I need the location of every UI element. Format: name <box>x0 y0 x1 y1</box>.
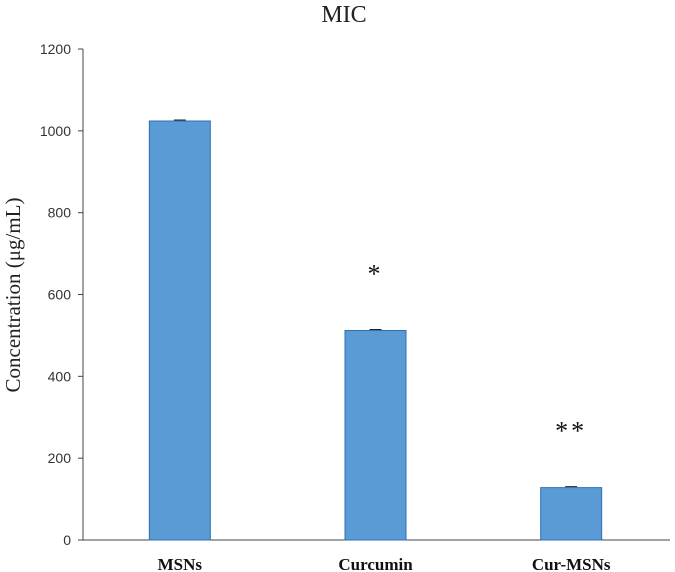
y-ticks: 0 200 400 600 800 1000 1200 <box>40 41 83 548</box>
significance-marker: ** <box>555 417 587 446</box>
y-tick-label: 400 <box>48 368 72 384</box>
x-tick-label: MSNs <box>158 555 203 572</box>
y-tick-label: 1200 <box>40 41 71 57</box>
x-ticks: MSNs Curcumin Cur-MSNs <box>158 555 611 572</box>
y-tick-label: 0 <box>63 532 71 548</box>
y-tick-label: 800 <box>48 205 72 221</box>
bar-curcumin <box>344 330 407 541</box>
y-tick-label: 200 <box>48 450 72 466</box>
significance-marker: * <box>368 260 384 289</box>
y-tick-label: 600 <box>48 287 72 303</box>
x-tick-label: Curcumin <box>338 555 413 572</box>
bars <box>148 119 603 541</box>
annotations: *** <box>368 260 587 446</box>
x-tick-label: Cur-MSNs <box>532 555 611 572</box>
y-tick-label: 1000 <box>40 123 71 139</box>
bar-cur-msns <box>540 487 603 541</box>
chart-title: MIC <box>321 2 366 28</box>
y-axis-label: Concentration (μg/mL) <box>1 198 25 393</box>
bar-msns <box>148 120 211 541</box>
